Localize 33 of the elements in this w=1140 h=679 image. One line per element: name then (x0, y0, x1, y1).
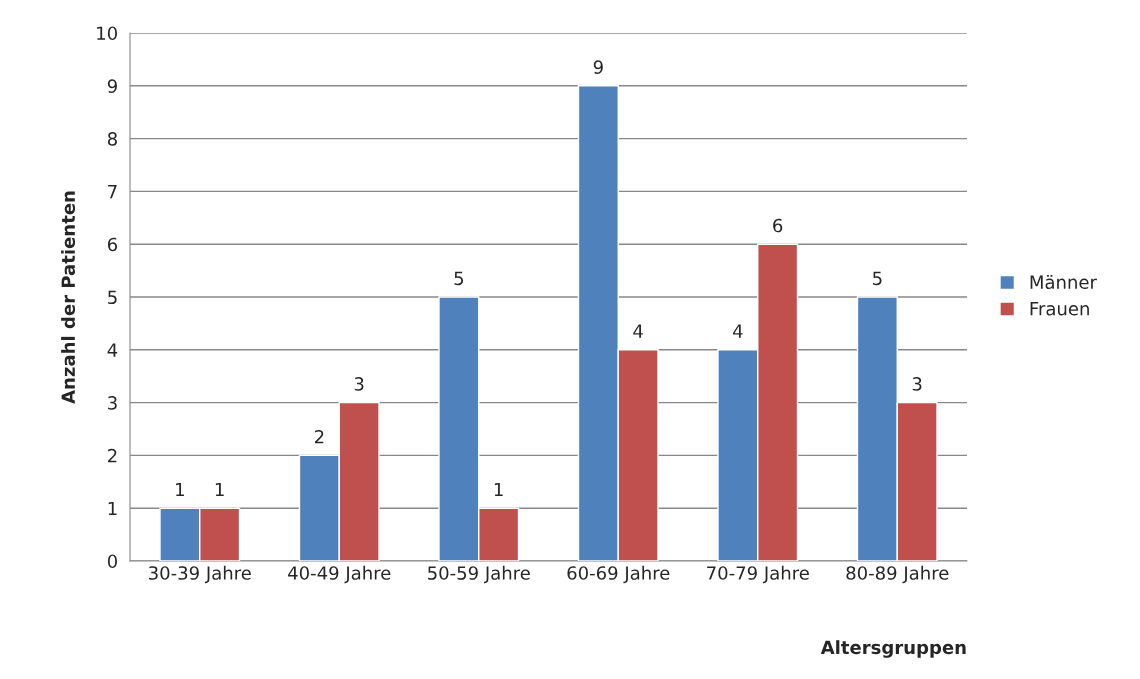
y-tick-label: 5 (108, 290, 117, 305)
y-axis-title: Anzahl der Patienten (61, 191, 76, 404)
data-label: 1 (176, 482, 184, 497)
data-label: 6 (773, 218, 783, 233)
y-tick-label: 0 (107, 554, 117, 569)
x-tick-label: 60-69 Jahre (567, 565, 670, 584)
x-axis-title: Altersgruppen (820, 640, 966, 658)
legend-label: Frauen (1030, 302, 1089, 316)
y-tick-label: 4 (107, 343, 118, 357)
data-label: 1 (494, 482, 503, 497)
data-label: 3 (354, 377, 364, 391)
y-tick-label: 10 (97, 26, 117, 41)
y-tick-label: 6 (107, 237, 118, 252)
data-label: 5 (454, 271, 464, 286)
x-tick-label: 30-39 Jahre (149, 565, 251, 584)
y-tick-label: 1 (108, 501, 117, 516)
x-tick-label: 50-59 Jahre (428, 565, 530, 584)
data-label: 4 (733, 324, 743, 338)
y-tick-label: 3 (108, 396, 117, 410)
data-label: 3 (912, 377, 922, 391)
x-tick-label: 70-79 Jahre (707, 565, 809, 584)
y-tick-label: 7 (108, 185, 117, 199)
legend-label: Männer (1030, 275, 1097, 289)
data-label: 1 (215, 482, 224, 497)
data-label: 5 (873, 271, 882, 286)
x-tick-label: 80-89 Jahre (846, 565, 949, 584)
data-label: 2 (314, 429, 324, 444)
y-tick-label: 9 (107, 79, 117, 93)
data-label: 9 (593, 60, 603, 74)
y-tick-label: 2 (108, 448, 117, 463)
y-tick-label: 8 (107, 132, 117, 146)
data-label: 4 (633, 324, 643, 338)
x-tick-label: 40-49 Jahre (288, 565, 391, 584)
